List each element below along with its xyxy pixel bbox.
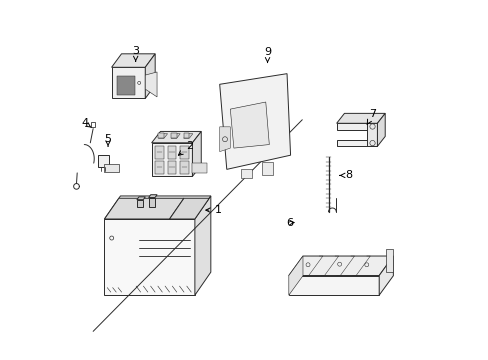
Polygon shape <box>219 74 290 169</box>
Polygon shape <box>183 132 189 138</box>
Text: 3: 3 <box>132 46 139 61</box>
Polygon shape <box>386 249 392 272</box>
Polygon shape <box>377 113 385 146</box>
Polygon shape <box>336 113 385 123</box>
Polygon shape <box>180 146 189 159</box>
Text: 5: 5 <box>104 134 111 146</box>
Text: 7: 7 <box>366 109 376 125</box>
Polygon shape <box>148 195 157 198</box>
Polygon shape <box>169 198 209 219</box>
Text: 6: 6 <box>286 217 293 228</box>
Text: 2: 2 <box>178 141 193 155</box>
Polygon shape <box>104 196 210 219</box>
Polygon shape <box>167 146 176 159</box>
Polygon shape <box>336 140 377 146</box>
Polygon shape <box>230 102 269 148</box>
Polygon shape <box>192 163 206 173</box>
Polygon shape <box>288 256 392 275</box>
Polygon shape <box>366 123 377 146</box>
Polygon shape <box>192 131 201 176</box>
Polygon shape <box>241 169 251 178</box>
Polygon shape <box>145 72 157 97</box>
Polygon shape <box>167 161 176 174</box>
Polygon shape <box>151 131 201 143</box>
Polygon shape <box>336 123 377 130</box>
Polygon shape <box>288 275 378 295</box>
Polygon shape <box>148 198 155 207</box>
Polygon shape <box>180 161 189 174</box>
Polygon shape <box>171 134 180 138</box>
Polygon shape <box>219 127 230 152</box>
Text: 9: 9 <box>264 47 270 62</box>
Polygon shape <box>137 197 145 200</box>
Polygon shape <box>262 162 272 175</box>
Polygon shape <box>378 256 392 295</box>
Polygon shape <box>155 146 163 159</box>
Polygon shape <box>171 132 176 138</box>
Text: 4: 4 <box>81 118 91 128</box>
Polygon shape <box>111 54 155 67</box>
Polygon shape <box>104 219 195 295</box>
Text: 8: 8 <box>339 170 352 180</box>
Text: 1: 1 <box>205 205 221 215</box>
Polygon shape <box>117 76 135 95</box>
Polygon shape <box>98 155 109 167</box>
Polygon shape <box>288 256 303 295</box>
Polygon shape <box>145 54 155 99</box>
Polygon shape <box>104 198 183 219</box>
Polygon shape <box>111 67 145 99</box>
Polygon shape <box>158 134 167 138</box>
Polygon shape <box>158 132 163 138</box>
Polygon shape <box>155 161 163 174</box>
Polygon shape <box>195 196 210 295</box>
Polygon shape <box>183 134 192 138</box>
Polygon shape <box>104 164 119 172</box>
Polygon shape <box>151 143 192 176</box>
Polygon shape <box>137 200 143 207</box>
